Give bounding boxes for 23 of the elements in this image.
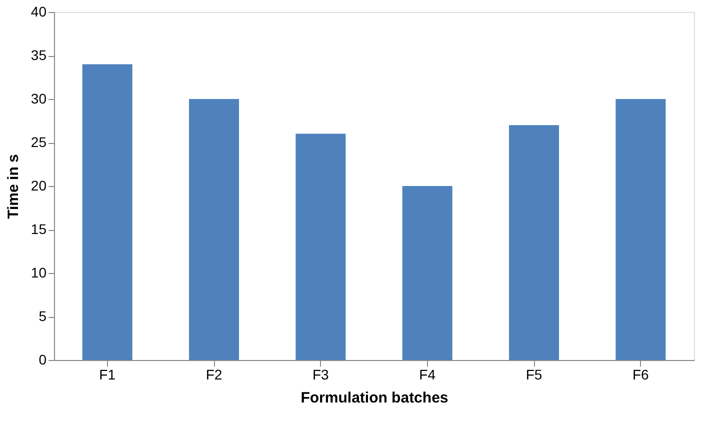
x-axis-title: Formulation batches bbox=[300, 390, 448, 406]
bar bbox=[616, 99, 666, 360]
y-tick-label: 40 bbox=[30, 4, 47, 20]
y-axis-title: Time in s bbox=[4, 154, 22, 219]
x-tick-label: F1 bbox=[99, 366, 116, 382]
bar bbox=[509, 125, 559, 360]
x-tick-label: F3 bbox=[312, 366, 330, 382]
y-tick-label: 15 bbox=[30, 221, 47, 237]
y-tick-label: 5 bbox=[38, 308, 47, 324]
y-tick-label: 0 bbox=[38, 352, 47, 368]
bar bbox=[402, 186, 452, 360]
x-tick-label: F5 bbox=[526, 366, 542, 382]
bar bbox=[189, 99, 239, 360]
bar bbox=[296, 134, 346, 360]
y-tick-label: 25 bbox=[30, 134, 47, 150]
x-tick-label: F2 bbox=[206, 366, 222, 382]
y-tick-label: 20 bbox=[30, 178, 47, 194]
x-tick-label: F4 bbox=[419, 366, 436, 382]
y-tick-label: 10 bbox=[30, 264, 47, 280]
y-tick-label: 30 bbox=[30, 90, 47, 106]
x-tick-label: F6 bbox=[632, 366, 650, 382]
bar bbox=[82, 64, 132, 360]
y-tick-label: 35 bbox=[30, 47, 47, 63]
